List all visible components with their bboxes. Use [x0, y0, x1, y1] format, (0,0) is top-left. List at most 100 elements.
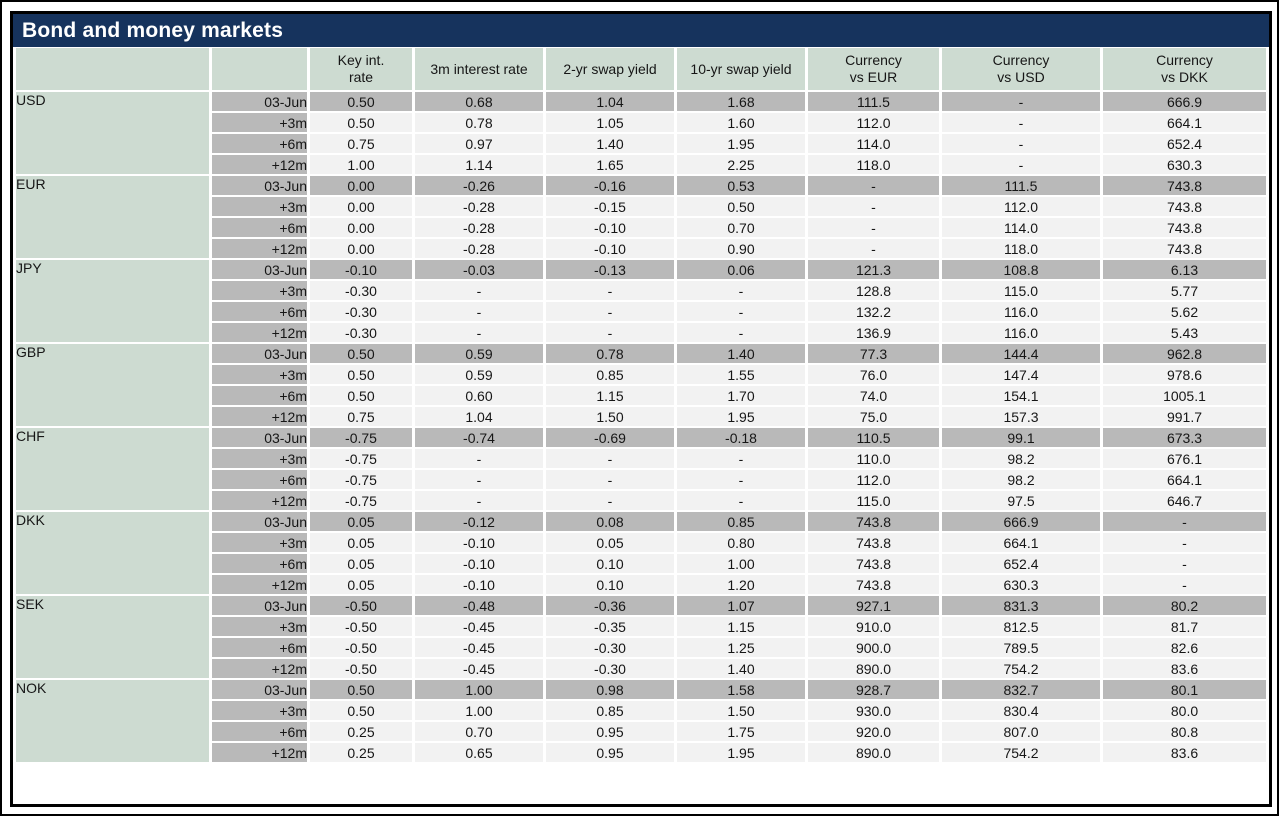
value-cell: 1.00 — [310, 155, 412, 174]
value-cell: 76.0 — [808, 365, 939, 384]
value-cell: 910.0 — [808, 617, 939, 636]
value-cell: 110.5 — [808, 428, 939, 447]
table-row: +3m -0.30- - -128.8 115.0 5.77 — [16, 281, 1266, 300]
value-cell: -0.12 — [415, 512, 543, 531]
value-cell: 1.04 — [415, 407, 543, 426]
table-row: USD 03-Jun 0.50 0.68 1.04 1.68 111.5-666.9 — [16, 92, 1266, 174]
table-row: +12m 0.25 0.65 0.95 1.95 890.0 754.2 83.6 — [16, 743, 1266, 762]
value-cell: 630.3 — [942, 575, 1100, 594]
value-cell: - — [546, 302, 674, 321]
tenor-label: +6m — [212, 134, 307, 153]
value-cell: 99.1 — [942, 428, 1100, 447]
value-cell: 0.98 — [546, 680, 674, 699]
value-cell: 664.1 — [1103, 113, 1266, 132]
value-cell: 0.10 — [546, 575, 674, 594]
column-header: Currency vs EUR — [808, 48, 939, 90]
value-cell: -0.30 — [546, 659, 674, 678]
value-cell: 0.95 — [546, 722, 674, 741]
value-cell: -0.75 — [310, 470, 412, 489]
value-cell: 0.85 — [546, 701, 674, 720]
value-cell: 743.8 — [808, 512, 939, 531]
column-header: Currency vs DKK — [1103, 48, 1266, 90]
value-cell: -0.30 — [310, 323, 412, 342]
value-cell: 991.7 — [1103, 407, 1266, 426]
value-cell: - — [808, 176, 939, 195]
value-cell: 743.8 — [1103, 176, 1266, 195]
table-body: USD 03-Jun 0.50 0.68 1.04 1.68 111.5-666.9 +3m 0… — [16, 92, 1266, 762]
value-cell: 0.06 — [677, 260, 805, 279]
value-cell: 0.50 — [310, 113, 412, 132]
table-row: +6m -0.75- - -112.0 98.2 664.1 — [16, 470, 1266, 489]
currency-label: USD — [16, 92, 209, 174]
value-cell: 0.78 — [415, 113, 543, 132]
value-cell: - — [415, 491, 543, 510]
value-cell: 1.50 — [546, 407, 674, 426]
value-cell: 1.00 — [415, 701, 543, 720]
value-cell: 114.0 — [808, 134, 939, 153]
tenor-label: +3m — [212, 701, 307, 720]
value-cell: -0.74 — [415, 428, 543, 447]
value-cell: -0.75 — [310, 449, 412, 468]
value-cell: 930.0 — [808, 701, 939, 720]
value-cell: -0.50 — [310, 638, 412, 657]
value-cell: 74.0 — [808, 386, 939, 405]
value-cell: 1.05 — [546, 113, 674, 132]
tenor-label: 03-Jun — [212, 596, 307, 615]
value-cell: -0.50 — [310, 617, 412, 636]
value-cell: 147.4 — [942, 365, 1100, 384]
column-header: Key int. rate — [310, 48, 412, 90]
value-cell: 75.0 — [808, 407, 939, 426]
table-row: CHF 03-Jun -0.75 -0.74 -0.69 -0.18 110.5 99.1 67… — [16, 428, 1266, 510]
tenor-label: 03-Jun — [212, 176, 307, 195]
value-cell: 646.7 — [1103, 491, 1266, 510]
value-cell: 0.60 — [415, 386, 543, 405]
value-cell: 1.50 — [677, 701, 805, 720]
value-cell: -0.75 — [310, 491, 412, 510]
value-cell: 154.1 — [942, 386, 1100, 405]
table-row: +3m -0.50 -0.45 -0.35 1.15 910.0 812.5 81.7 — [16, 617, 1266, 636]
value-cell: -0.10 — [310, 260, 412, 279]
value-cell: - — [546, 470, 674, 489]
table-row: +12m 0.00 -0.28 -0.10 0.90-118.0 743.8 — [16, 239, 1266, 258]
table-row: SEK 03-Jun -0.50 -0.48 -0.36 1.07 927.1 831.3 80… — [16, 596, 1266, 678]
value-cell: 0.78 — [546, 344, 674, 363]
value-cell: -0.30 — [310, 302, 412, 321]
value-cell: 1.70 — [677, 386, 805, 405]
value-cell: -0.16 — [546, 176, 674, 195]
value-cell: 0.05 — [310, 533, 412, 552]
value-cell: - — [942, 134, 1100, 153]
value-cell: - — [808, 197, 939, 216]
value-cell: 664.1 — [1103, 470, 1266, 489]
table-row: +6m 0.00 -0.28 -0.10 0.70-114.0 743.8 — [16, 218, 1266, 237]
value-cell: 1.40 — [546, 134, 674, 153]
value-cell: 978.6 — [1103, 365, 1266, 384]
value-cell: - — [415, 449, 543, 468]
value-cell: 0.10 — [546, 554, 674, 573]
value-cell: - — [546, 323, 674, 342]
value-cell: 630.3 — [1103, 155, 1266, 174]
tenor-label: +3m — [212, 197, 307, 216]
value-cell: 0.75 — [310, 134, 412, 153]
value-cell: 0.50 — [677, 197, 805, 216]
value-cell: -0.10 — [546, 218, 674, 237]
value-cell: - — [677, 491, 805, 510]
currency-label: CHF — [16, 428, 209, 510]
value-cell: 1.07 — [677, 596, 805, 615]
value-cell: -0.50 — [310, 596, 412, 615]
value-cell: 676.1 — [1103, 449, 1266, 468]
value-cell: -0.28 — [415, 218, 543, 237]
table-row: NOK 03-Jun 0.50 1.00 0.98 1.58 928.7 832.7 80.1 — [16, 680, 1266, 762]
value-cell: 81.7 — [1103, 617, 1266, 636]
tenor-label: +3m — [212, 113, 307, 132]
tenor-label: 03-Jun — [212, 428, 307, 447]
value-cell: -0.48 — [415, 596, 543, 615]
tenor-label: +6m — [212, 218, 307, 237]
value-cell: 115.0 — [808, 491, 939, 510]
value-cell: - — [677, 470, 805, 489]
value-cell: -0.03 — [415, 260, 543, 279]
value-cell: 118.0 — [942, 239, 1100, 258]
value-cell: - — [546, 281, 674, 300]
value-cell: 812.5 — [942, 617, 1100, 636]
value-cell: 1.14 — [415, 155, 543, 174]
